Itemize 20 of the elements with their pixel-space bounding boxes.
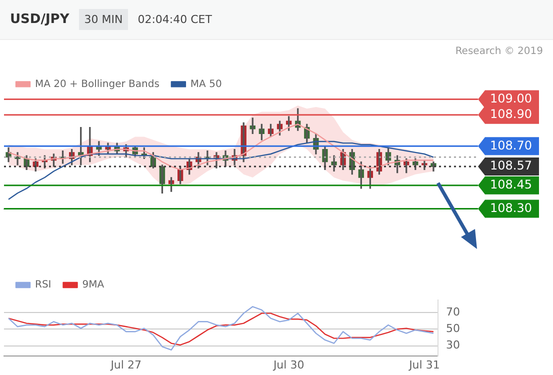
- y-tick-label: 50: [446, 322, 460, 336]
- y-tick-label: 109.00: [490, 91, 532, 106]
- chart-title: USD/JPY: [10, 12, 70, 27]
- x-tick-label: Jul 31: [408, 358, 440, 372]
- chart-subtitle: 30 MIN: [79, 9, 128, 30]
- y-tick-label: 70: [446, 305, 460, 318]
- y-tick-label: 108.90: [490, 106, 532, 121]
- legend-label: MA 50: [190, 78, 222, 90]
- text: 02:04:40 CET: [138, 13, 212, 26]
- y-tick-label: 108.45: [490, 177, 532, 192]
- y-tick-label: 108.30: [490, 200, 532, 215]
- x-tick-label: Jul 30: [272, 358, 304, 372]
- x-tick-label: Jul 27: [110, 358, 142, 372]
- legend-label: RSI: [35, 280, 52, 291]
- y-tick-label: 30: [446, 338, 460, 352]
- legend-label: 9MA: [82, 280, 104, 291]
- y-tick-label: 108.57: [490, 158, 532, 173]
- legend-label: MA 20 + Bollinger Bands: [35, 78, 160, 90]
- text: Research © 2019: [455, 46, 543, 57]
- y-tick-label: 108.70: [490, 138, 532, 152]
